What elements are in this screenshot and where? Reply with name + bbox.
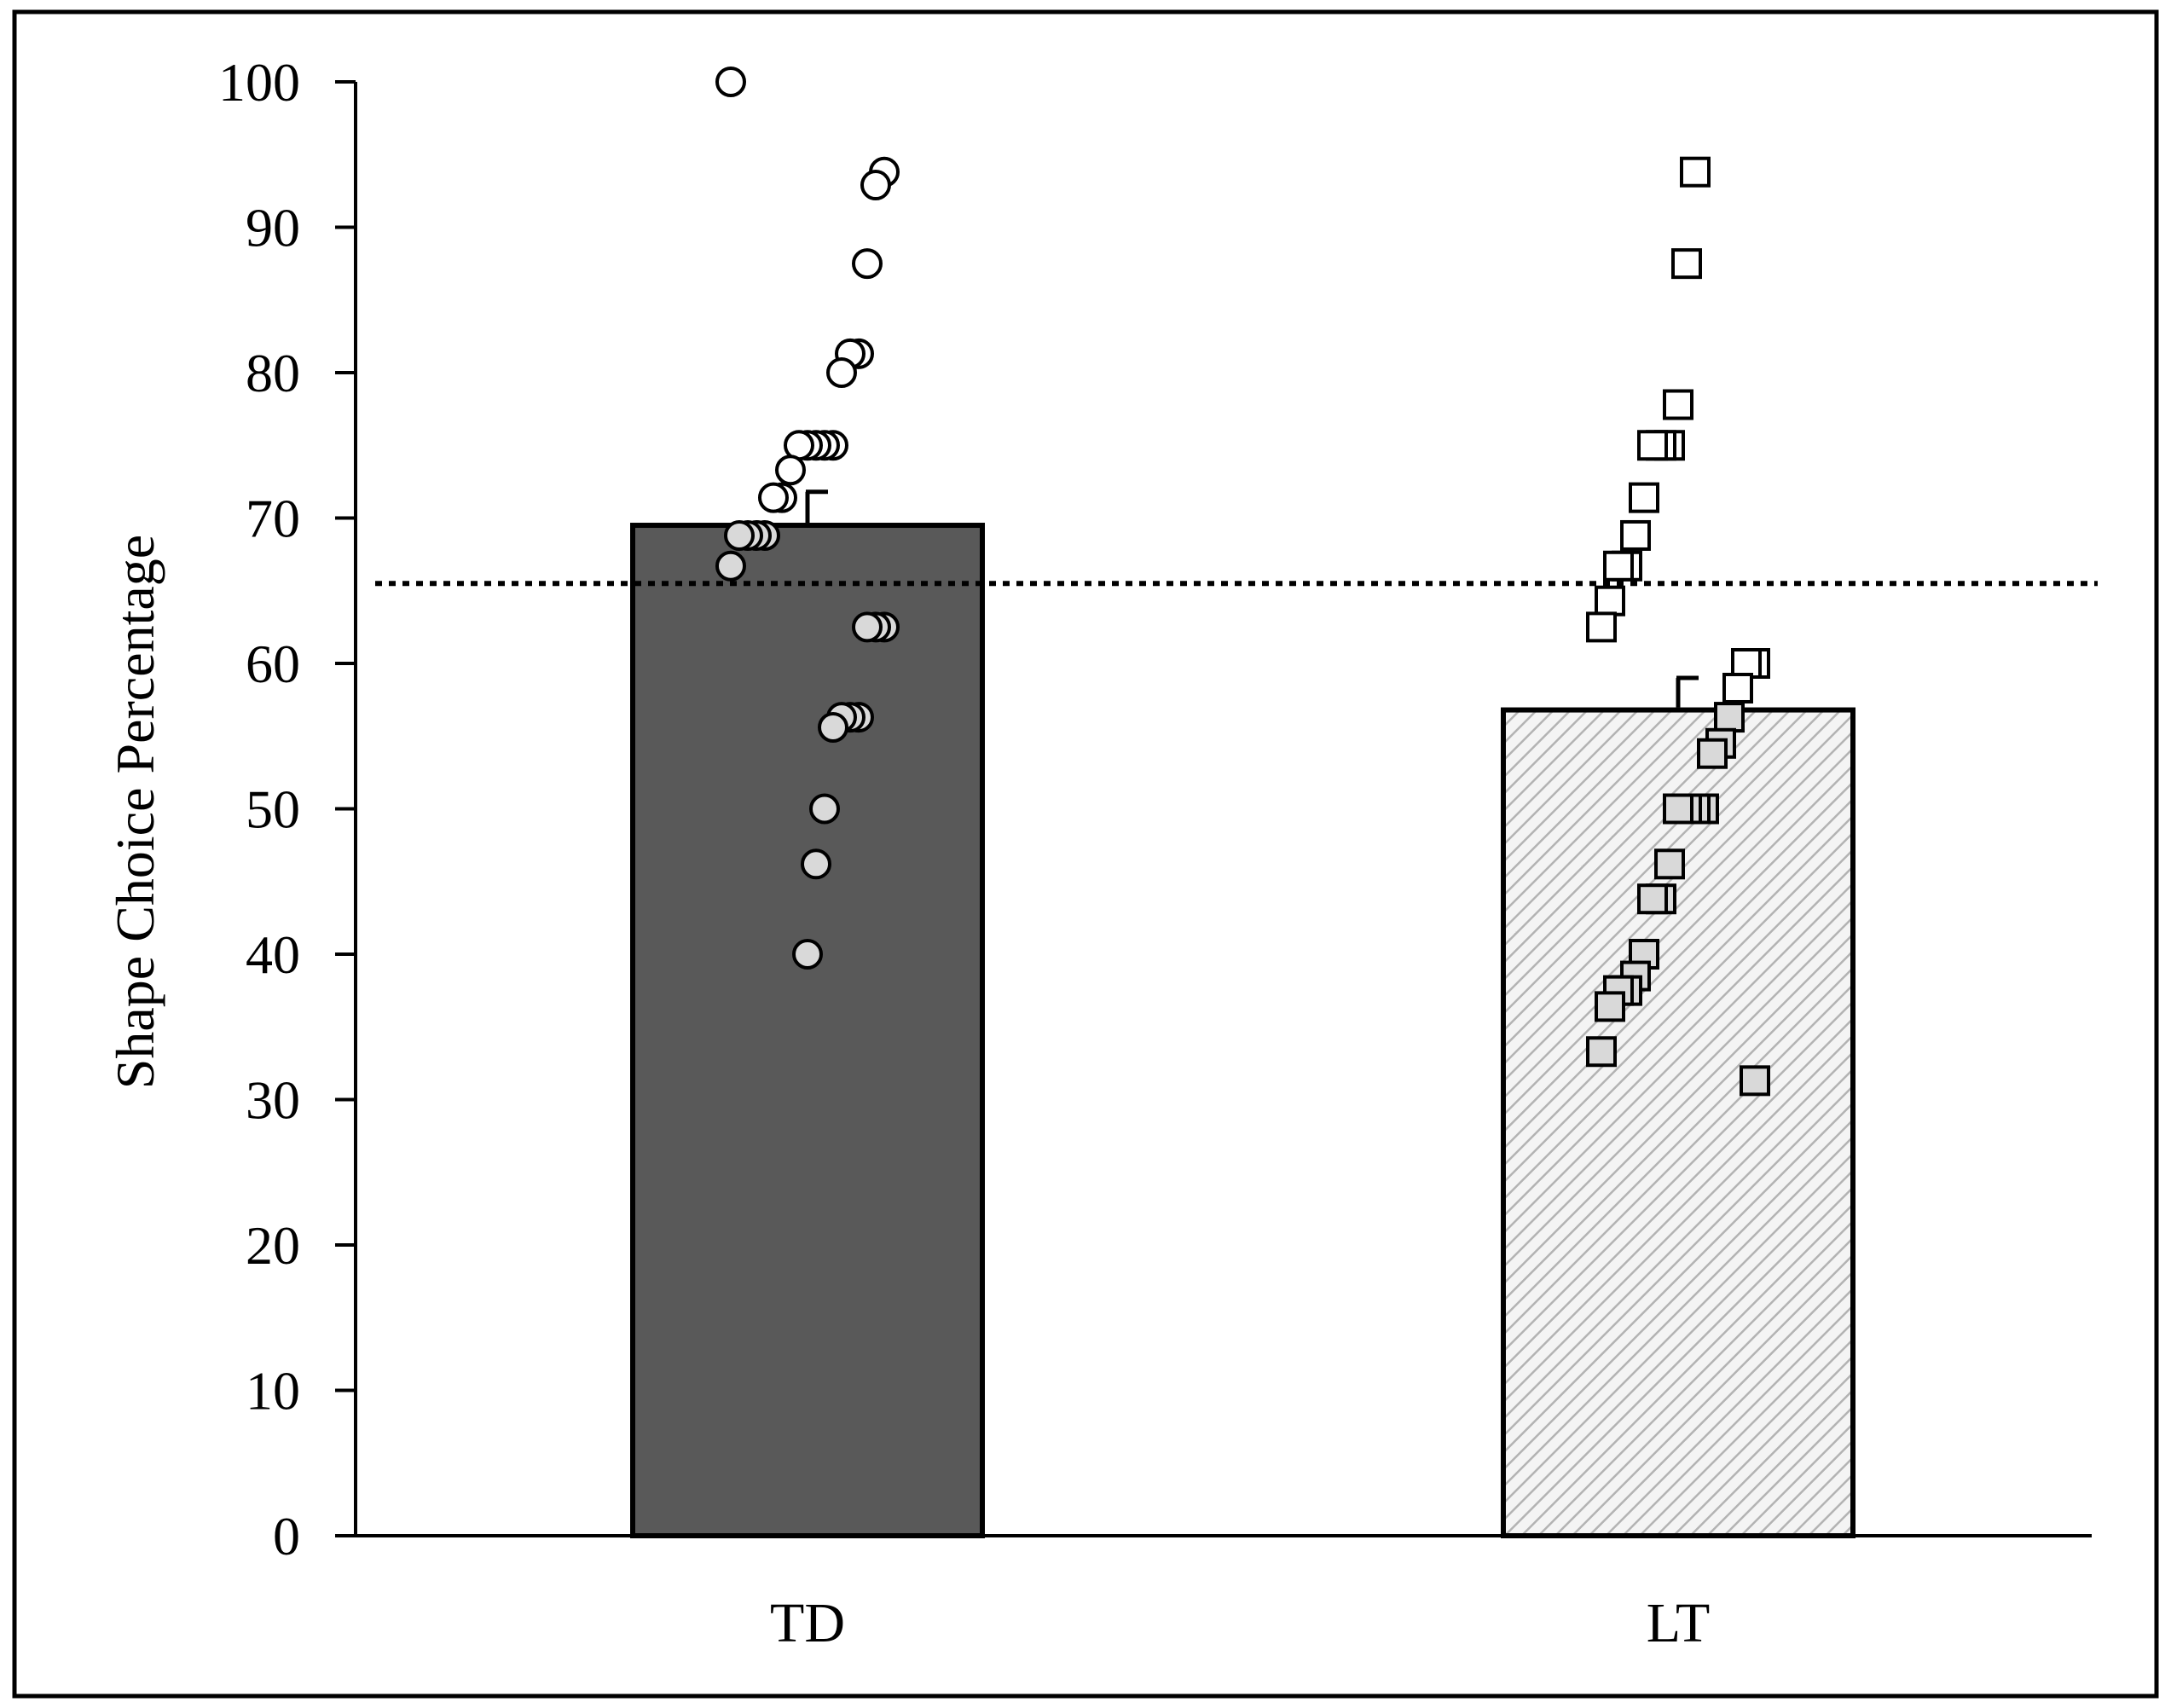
y-tick-label: 80 (246, 343, 300, 403)
data-point-td (809, 793, 840, 825)
data-point-td (860, 170, 891, 201)
y-tick-label: 10 (246, 1361, 300, 1421)
data-point-td (801, 848, 831, 880)
y-tick-label: 50 (246, 779, 300, 840)
data-point-lt (1740, 1065, 1770, 1097)
y-axis-label: Shape Choice Percentage (105, 535, 165, 1089)
data-point-td (852, 611, 883, 643)
data-point-td (775, 455, 806, 486)
y-tick-label: 40 (246, 924, 300, 985)
error-bars (805, 489, 1699, 708)
data-point-td (724, 519, 755, 551)
y-tick-label: 90 (246, 198, 300, 258)
data-point-lt (1595, 991, 1625, 1022)
bar-td (630, 523, 985, 1538)
data-point-lt (1637, 430, 1668, 461)
data-point-lt (1595, 585, 1625, 617)
data-point-lt (1637, 883, 1668, 915)
axes: 0 10 20 30 40 50 60 70 80 90 100 TD LT (218, 52, 2092, 1654)
y-tick-label: 60 (246, 634, 300, 694)
data-point-lt (1620, 519, 1651, 551)
y-tick-label: 0 (273, 1506, 300, 1566)
data-point-lt (1654, 848, 1685, 880)
data-point-lt (1629, 482, 1659, 513)
bar-lt (1501, 707, 1855, 1538)
data-point-td (818, 712, 848, 744)
data-points (715, 67, 1770, 1097)
bars (630, 523, 1855, 1538)
data-point-lt (1663, 389, 1693, 420)
y-tick-label: 20 (246, 1215, 300, 1276)
data-point-td (792, 939, 823, 970)
data-point-lt (1671, 248, 1702, 280)
data-point-td (826, 357, 857, 388)
y-tick-label: 70 (246, 489, 300, 549)
data-point-lt (1663, 793, 1693, 825)
y-tick-label: 30 (246, 1070, 300, 1131)
data-point-lt (1722, 672, 1753, 703)
data-point-lt (1586, 1036, 1617, 1068)
data-point-td (758, 482, 789, 513)
data-point-lt (1603, 550, 1634, 582)
data-point-td (852, 248, 883, 280)
data-point-lt (1680, 156, 1711, 188)
x-category-label-td: TD (770, 1592, 845, 1654)
data-point-lt (1586, 611, 1617, 643)
data-point-lt (1714, 702, 1745, 733)
data-point-td (715, 550, 746, 582)
y-tick-label: 100 (218, 52, 300, 113)
data-point-lt (1697, 738, 1728, 769)
x-category-label-lt: LT (1647, 1592, 1711, 1654)
data-point-td (715, 67, 746, 97)
